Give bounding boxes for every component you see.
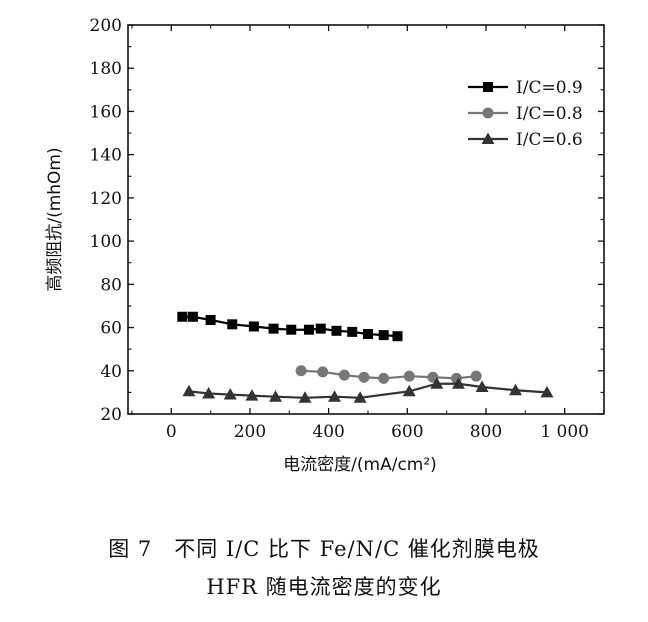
series-1-point — [362, 329, 373, 340]
series-2-point — [317, 366, 329, 378]
y-tick-label: 140 — [90, 146, 122, 166]
series-3-point — [328, 390, 342, 402]
series-2-point — [295, 365, 307, 377]
x-axis-title: 电流密度/(mA/cm²) — [283, 455, 437, 475]
series-1-point — [347, 326, 358, 337]
series-1-point — [331, 325, 342, 336]
legend-label-1: I/C=0.9 — [516, 78, 583, 98]
figure-caption-line1: 图 7 不同 I/C 比下 Fe/N/C 催化剂膜电极 — [108, 537, 540, 561]
figure-caption-line2: HFR 随电流密度的变化 — [206, 575, 442, 599]
y-tick-label: 120 — [90, 189, 122, 209]
series-1-point — [205, 314, 216, 325]
legend-marker-1 — [483, 82, 493, 92]
series-1-point — [187, 311, 198, 322]
series-2-point — [338, 369, 350, 381]
series-2-point — [378, 372, 390, 384]
series-3-point — [475, 380, 489, 392]
series-1-point — [248, 321, 259, 332]
series-3-point — [508, 383, 522, 396]
series-2-point — [470, 370, 482, 382]
series-3-point — [451, 377, 465, 389]
series-1-point — [303, 324, 314, 335]
y-tick-label: 180 — [90, 59, 122, 79]
y-tick-label: 160 — [90, 102, 122, 122]
legend-marker-2 — [482, 107, 494, 119]
series-1-point — [227, 319, 238, 330]
y-axis-title: 高频阻抗/(mhOm) — [45, 147, 65, 291]
series-3-point — [202, 386, 216, 399]
legend-label-3: I/C=0.6 — [516, 130, 583, 150]
series-3-point — [223, 388, 237, 400]
y-tick-label: 40 — [100, 362, 122, 382]
series-2-point — [358, 371, 370, 383]
series-3-point — [540, 385, 554, 398]
legend-marker-3 — [481, 132, 495, 144]
series-3-point — [353, 391, 367, 403]
y-tick-label: 20 — [100, 405, 122, 425]
y-tick-label: 60 — [100, 319, 122, 339]
series-1-point — [378, 330, 389, 341]
series-3-point — [402, 384, 416, 397]
series-1-point — [268, 323, 279, 334]
x-tick-label: 800 — [470, 422, 502, 442]
chart: 20 40 60 80 100 120 140 160 180 200 0 200 400 600 800 1… — [45, 16, 605, 475]
series-line-3 — [188, 382, 548, 399]
series-1-point — [392, 331, 403, 342]
x-tick-label: 400 — [312, 422, 344, 442]
series-3-point — [298, 391, 312, 403]
x-tick-label: 200 — [234, 422, 266, 442]
y-tick-label: 100 — [90, 232, 122, 252]
x-tick-label: 1 000 — [540, 422, 589, 442]
x-tick-label: 0 — [166, 422, 177, 442]
x-tick-label: 600 — [391, 422, 423, 442]
series-3-point — [269, 390, 283, 402]
y-tick-label: 80 — [100, 275, 122, 295]
legend-label-2: I/C=0.8 — [516, 104, 583, 124]
series-3-point — [245, 389, 259, 401]
y-tick-label: 200 — [90, 16, 122, 36]
series-1-point — [286, 324, 297, 335]
series-2-point — [403, 370, 415, 382]
series-3-point — [430, 377, 444, 389]
series-3-point — [182, 384, 196, 397]
series-1-point — [315, 323, 326, 334]
series-1-point — [177, 311, 188, 322]
